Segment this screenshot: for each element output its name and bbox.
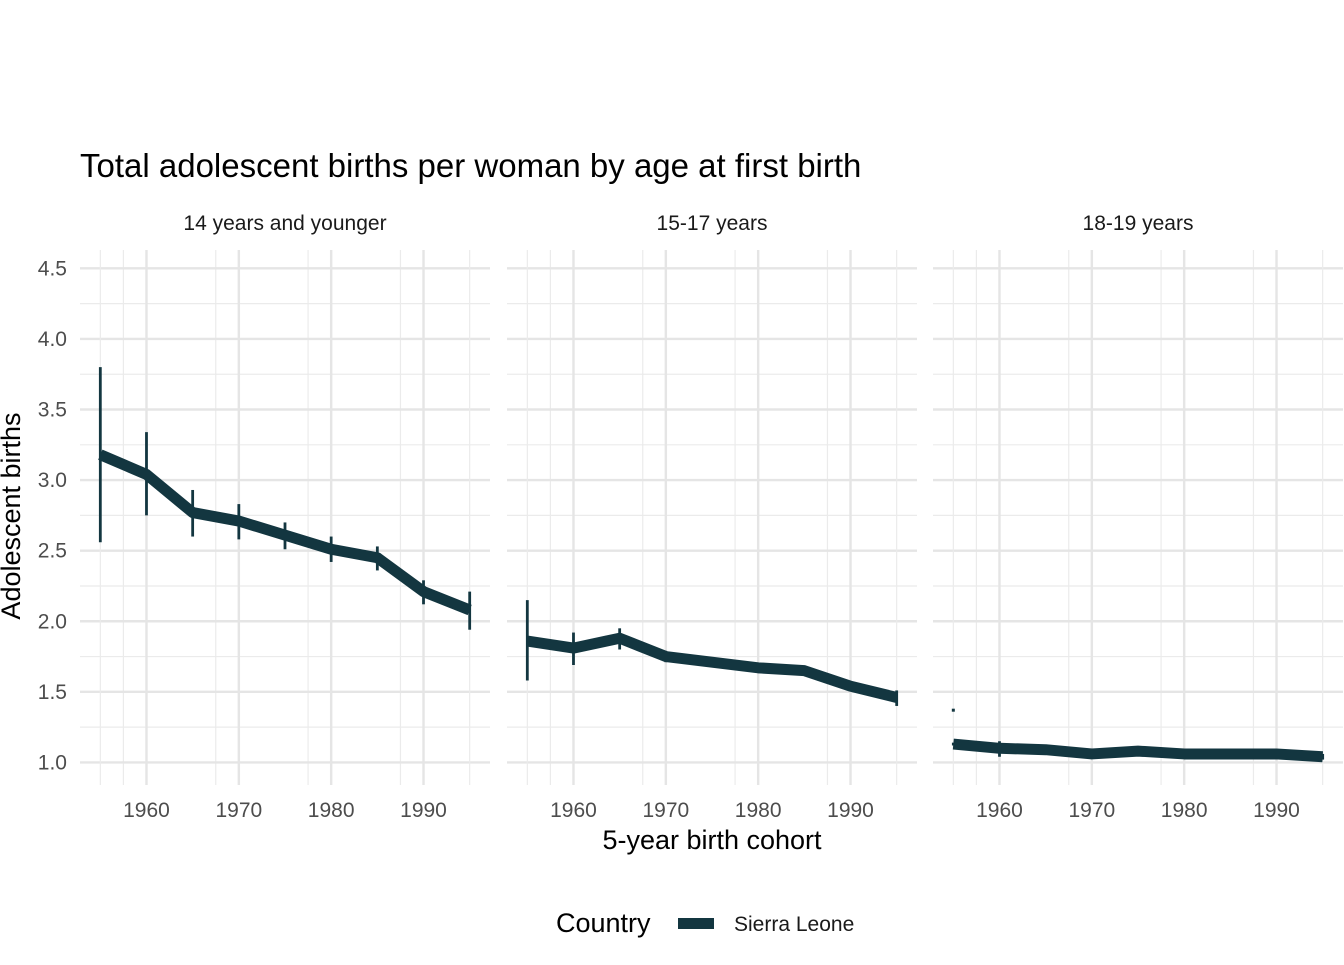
x-tick-label: 1990: [400, 799, 447, 822]
x-tick-label: 1960: [123, 799, 170, 822]
y-tick-label: 1.5: [38, 681, 67, 704]
facet-label: 15-17 years: [657, 212, 768, 235]
facet-label: 14 years and younger: [183, 212, 386, 235]
legend-label-sierra-leone: Sierra Leone: [734, 913, 854, 936]
series-line-sierra-leone: [953, 744, 1322, 757]
x-tick-label: 1990: [1253, 799, 1300, 822]
legend-title: Country: [556, 908, 651, 938]
x-axis-label: 5-year birth cohort: [602, 825, 822, 855]
chart-title: Total adolescent births per woman by age…: [80, 147, 861, 184]
y-tick-label: 2.5: [38, 540, 67, 563]
x-tick-label: 1970: [642, 799, 689, 822]
x-tick-label: 1960: [976, 799, 1023, 822]
x-tick-label: 1980: [1161, 799, 1208, 822]
x-tick-label: 1970: [215, 799, 262, 822]
y-tick-label: 4.5: [38, 257, 67, 280]
series-line-sierra-leone: [100, 455, 469, 610]
legend-key-sierra-leone: [678, 918, 714, 929]
x-tick-label: 1970: [1068, 799, 1115, 822]
y-tick-label: 2.0: [38, 610, 67, 633]
y-axis-label: Adolescent births: [0, 412, 26, 619]
x-tick-label: 1990: [827, 799, 874, 822]
y-tick-label: 3.0: [38, 469, 67, 492]
y-tick-label: 1.0: [38, 751, 67, 774]
x-tick-label: 1960: [550, 799, 597, 822]
x-tick-label: 1980: [308, 799, 355, 822]
y-tick-label: 3.5: [38, 399, 67, 422]
x-tick-label: 1980: [735, 799, 782, 822]
y-tick-label: 4.0: [38, 328, 67, 351]
legend: Country Sierra Leone: [556, 908, 854, 938]
facet-label: 18-19 years: [1083, 212, 1194, 235]
series-line-sierra-leone: [527, 638, 896, 697]
outlier-point: [952, 709, 955, 712]
